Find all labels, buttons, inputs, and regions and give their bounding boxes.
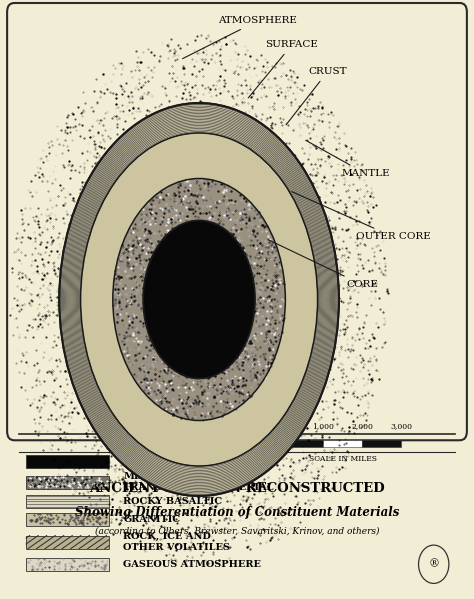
Ellipse shape [59,103,339,496]
Text: 2,000: 2,000 [351,422,373,430]
Text: 1,000: 1,000 [312,422,334,430]
Bar [362,440,401,447]
Bar [26,513,109,526]
Text: 3,000: 3,000 [390,422,412,430]
Text: Showing Differentiation of Constituent Materials: Showing Differentiation of Constituent M… [75,506,399,519]
Bar [26,536,109,549]
Text: GASEOUS ATMOSPHERE: GASEOUS ATMOSPHERE [123,559,261,569]
Text: GRANITIC: GRANITIC [123,515,181,524]
Bar [323,440,362,447]
Ellipse shape [113,179,285,420]
Text: (according to Olbers, Brewster, Savaritski, Krinov, and others): (according to Olbers, Brewster, Savarits… [95,527,379,537]
Text: OUTER CORE: OUTER CORE [292,192,430,241]
Text: KEY: KEY [126,435,159,449]
Ellipse shape [143,220,255,379]
Bar [26,455,109,468]
Text: ROCKY BASALTIC: ROCKY BASALTIC [123,497,222,506]
Text: METALLIC IRON NICKEL: METALLIC IRON NICKEL [123,456,263,466]
Bar [284,440,323,447]
Text: SCALE IN MILES: SCALE IN MILES [309,455,377,462]
Text: 0: 0 [282,422,287,430]
Text: ATMOSPHERE: ATMOSPHERE [182,16,297,59]
Text: SURFACE: SURFACE [248,40,319,98]
Text: CRUST: CRUST [286,67,346,125]
Ellipse shape [81,133,318,466]
Bar [26,536,109,549]
Text: ANCIENT PHAETON RECONSTRUCTED: ANCIENT PHAETON RECONSTRUCTED [89,482,385,495]
Bar [26,558,109,571]
Text: ROCK, ICE AND
OTHER VOLATILES: ROCK, ICE AND OTHER VOLATILES [123,533,230,552]
FancyBboxPatch shape [7,3,467,440]
Bar [26,495,109,508]
Text: MANTLE: MANTLE [306,140,390,179]
Bar [26,476,109,489]
Text: ®: ® [428,559,439,569]
Text: CORE: CORE [268,240,378,289]
Text: METALLIC-SILICON
TRANSITIONAL MATERIAL: METALLIC-SILICON TRANSITIONAL MATERIAL [123,473,274,492]
